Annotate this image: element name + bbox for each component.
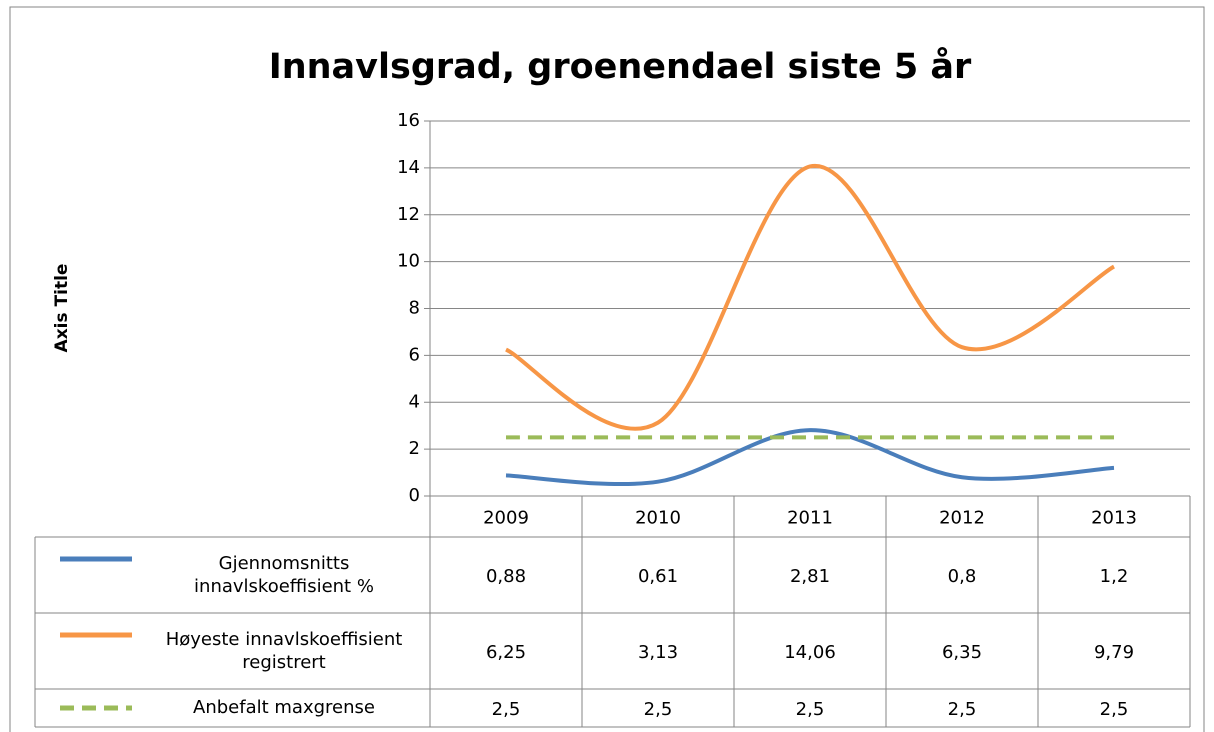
y-tick-label: 8 [409,298,420,319]
y-tick-label: 16 [397,110,420,131]
x-tick-label: 2009 [483,508,529,529]
table-value: 2,5 [796,699,825,720]
table-value: 0,88 [486,566,526,587]
y-axis-title: Axis Title [52,264,72,353]
legend-label-box: Gjennomsnitts innavlskoeffisient % [194,552,374,597]
table-value: 14,06 [784,642,836,663]
table-value: 2,5 [492,699,521,720]
table-value: 2,5 [644,699,673,720]
table-value: 2,5 [948,699,977,720]
y-tick-label: 2 [409,438,420,459]
y-tick-label: 4 [409,391,420,412]
table-value: 9,79 [1094,642,1134,663]
table-value: 6,25 [486,642,526,663]
chart-title: Innavlsgrad, groenendael siste 5 år [269,46,972,87]
legend-label-box: Anbefalt maxgrense [193,697,375,719]
table-value: 3,13 [638,642,678,663]
table-value: 2,5 [1100,699,1129,720]
y-tick-label: 0 [409,485,420,506]
x-tick-label: 2012 [939,508,985,529]
table-value: 0,8 [948,566,977,587]
y-tick-label: 12 [397,204,420,225]
table-value: 0,61 [638,566,678,587]
table-value: 2,81 [790,566,830,587]
line-series [505,428,1115,487]
x-tick-label: 2013 [1091,508,1137,529]
x-tick-label: 2011 [787,508,833,529]
legend-label-box: Høyeste innavlskoeffisient registrert [165,628,403,673]
chart-frame [9,6,1205,732]
x-tick-label: 2010 [635,508,681,529]
legend-label: Gjennomsnitts innavlskoeffisient % [194,552,374,597]
legend-label: Anbefalt maxgrense [193,697,375,719]
y-tick-label: 6 [409,344,420,365]
y-tick-label: 10 [397,251,420,272]
y-tick-label: 14 [397,157,420,178]
table-value: 6,35 [942,642,982,663]
legend-label: Høyeste innavlskoeffisient registrert [165,628,403,673]
line-series [505,164,1115,431]
table-value: 1,2 [1100,566,1129,587]
